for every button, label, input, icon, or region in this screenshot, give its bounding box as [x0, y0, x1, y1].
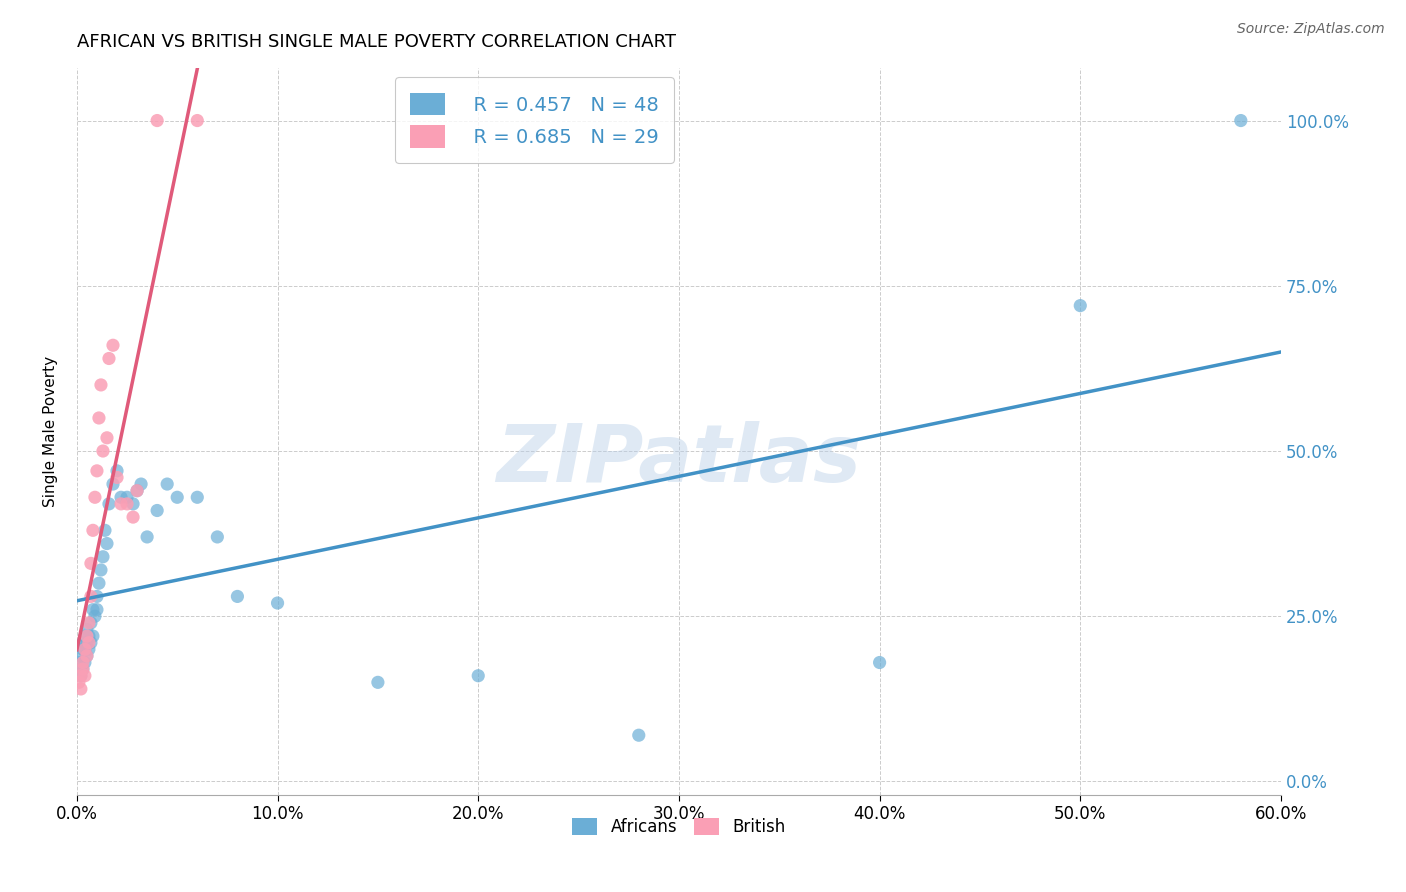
- Point: [73, 642, 96, 657]
- Point: [96, 431, 118, 445]
- Text: AFRICAN VS BRITISH SINGLE MALE POVERTY CORRELATION CHART: AFRICAN VS BRITISH SINGLE MALE POVERTY C…: [77, 33, 676, 51]
- Point: [125, 483, 148, 498]
- Point: [77, 636, 100, 650]
- Point: [105, 464, 128, 478]
- Point: [91, 444, 114, 458]
- Point: [129, 477, 152, 491]
- Text: ZIPatlas: ZIPatlas: [496, 421, 862, 500]
- Point: [76, 623, 98, 637]
- Point: [87, 411, 110, 425]
- Point: [73, 629, 96, 643]
- Point: [136, 530, 159, 544]
- Point: [98, 351, 121, 366]
- Point: [1230, 113, 1253, 128]
- Point: [367, 675, 389, 690]
- Text: Source: ZipAtlas.com: Source: ZipAtlas.com: [1237, 22, 1385, 37]
- Point: [76, 636, 98, 650]
- Point: [72, 642, 94, 657]
- Point: [627, 728, 650, 742]
- Point: [467, 669, 489, 683]
- Point: [80, 636, 103, 650]
- Point: [80, 590, 103, 604]
- Point: [80, 557, 103, 571]
- Point: [105, 470, 128, 484]
- Point: [82, 629, 104, 643]
- Point: [77, 629, 100, 643]
- Point: [84, 490, 107, 504]
- Point: [146, 503, 169, 517]
- Point: [72, 662, 94, 676]
- Point: [1069, 299, 1091, 313]
- Point: [94, 524, 117, 538]
- Point: [101, 338, 124, 352]
- Point: [86, 590, 108, 604]
- Point: [86, 464, 108, 478]
- Point: [73, 669, 96, 683]
- Point: [77, 615, 100, 630]
- Point: [186, 113, 208, 128]
- Point: [207, 530, 229, 544]
- Point: [67, 675, 90, 690]
- Point: [122, 497, 145, 511]
- Point: [166, 490, 188, 504]
- Point: [72, 636, 94, 650]
- Point: [125, 483, 148, 498]
- Point: [146, 113, 169, 128]
- Point: [115, 497, 138, 511]
- Point: [82, 602, 104, 616]
- Point: [90, 378, 112, 392]
- Point: [82, 524, 104, 538]
- Point: [869, 656, 891, 670]
- Point: [73, 642, 96, 657]
- Point: [72, 662, 94, 676]
- Point: [72, 656, 94, 670]
- Point: [226, 590, 249, 604]
- Point: [73, 656, 96, 670]
- Point: [70, 669, 93, 683]
- Point: [80, 615, 103, 630]
- Point: [67, 656, 90, 670]
- Point: [77, 642, 100, 657]
- Point: [122, 510, 145, 524]
- Point: [90, 563, 112, 577]
- Point: [84, 609, 107, 624]
- Point: [110, 497, 132, 511]
- Y-axis label: Single Male Poverty: Single Male Poverty: [44, 356, 58, 507]
- Legend: Africans, British: Africans, British: [564, 810, 794, 845]
- Point: [110, 490, 132, 504]
- Point: [87, 576, 110, 591]
- Point: [101, 477, 124, 491]
- Point: [70, 681, 93, 696]
- Point: [76, 648, 98, 663]
- Point: [91, 549, 114, 564]
- Point: [98, 497, 121, 511]
- Point: [76, 629, 98, 643]
- Point: [115, 490, 138, 504]
- Point: [76, 648, 98, 663]
- Point: [266, 596, 288, 610]
- Point: [96, 536, 118, 550]
- Point: [186, 490, 208, 504]
- Point: [70, 669, 93, 683]
- Point: [156, 477, 179, 491]
- Point: [86, 602, 108, 616]
- Point: [70, 648, 93, 663]
